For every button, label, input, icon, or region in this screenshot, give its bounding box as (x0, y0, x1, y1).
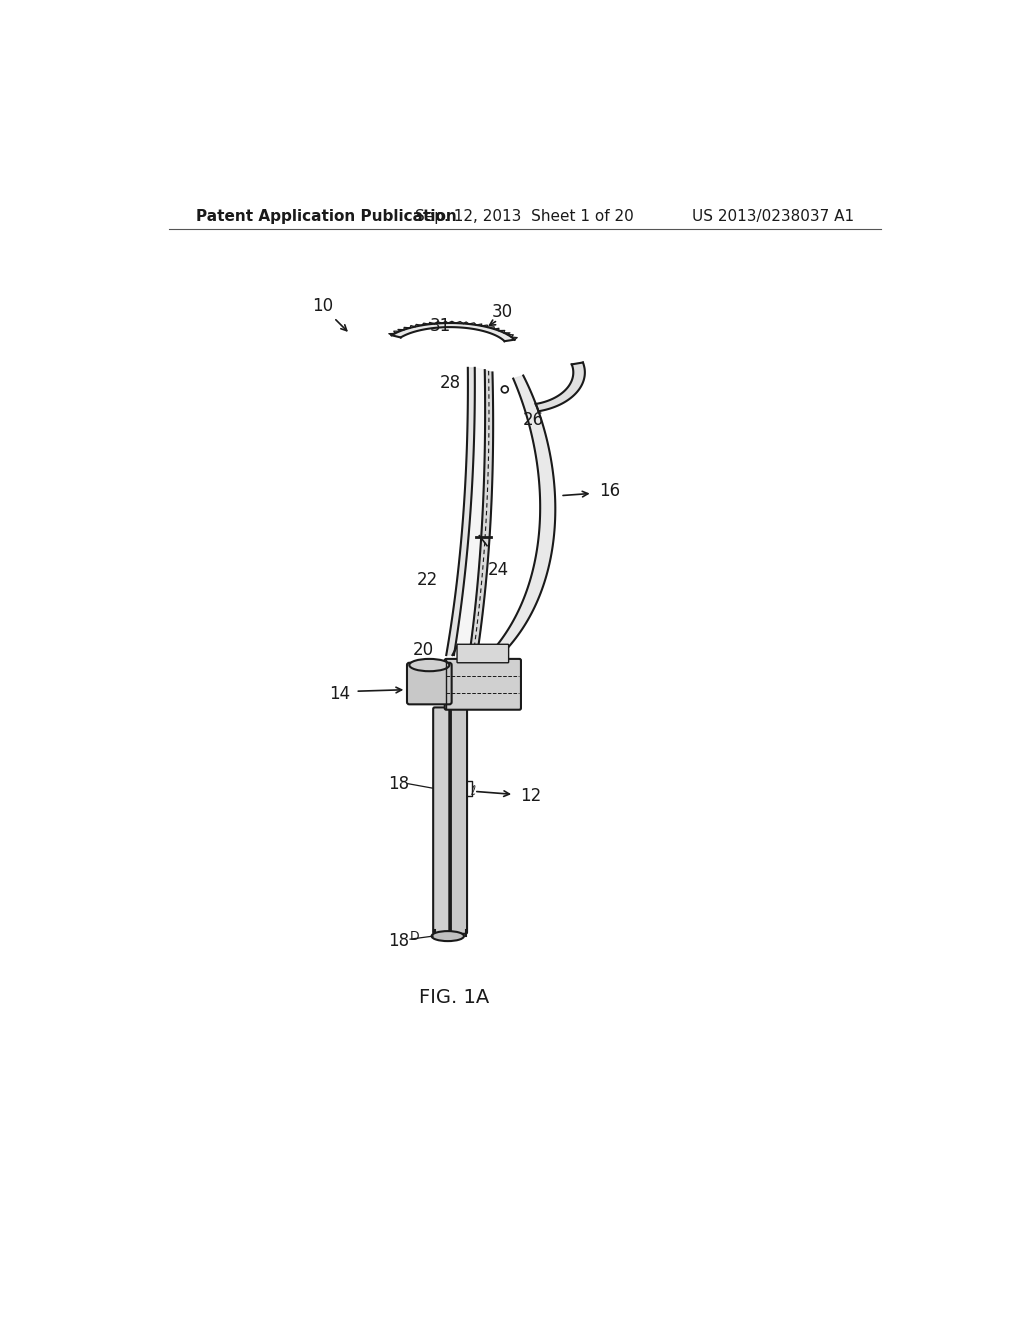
Polygon shape (536, 363, 585, 412)
Polygon shape (469, 370, 494, 655)
Text: 14: 14 (330, 685, 350, 702)
Ellipse shape (432, 931, 464, 941)
FancyBboxPatch shape (444, 659, 521, 710)
FancyBboxPatch shape (433, 708, 450, 933)
Circle shape (502, 385, 508, 393)
Text: 28: 28 (439, 375, 461, 392)
Text: ℓ: ℓ (471, 785, 476, 797)
Text: 18: 18 (388, 775, 409, 792)
Polygon shape (391, 323, 514, 341)
Polygon shape (446, 368, 475, 655)
FancyBboxPatch shape (457, 644, 509, 663)
Polygon shape (454, 368, 485, 655)
Text: 10: 10 (312, 297, 334, 315)
Text: 30: 30 (492, 304, 513, 321)
Text: 12: 12 (520, 787, 542, 805)
Text: 18: 18 (388, 932, 409, 949)
FancyBboxPatch shape (407, 663, 452, 705)
Text: Patent Application Publication: Patent Application Publication (196, 209, 457, 223)
Text: D: D (410, 931, 419, 942)
Text: Sep. 12, 2013  Sheet 1 of 20: Sep. 12, 2013 Sheet 1 of 20 (416, 209, 634, 223)
FancyBboxPatch shape (451, 708, 467, 933)
Text: US 2013/0238037 A1: US 2013/0238037 A1 (692, 209, 854, 223)
Ellipse shape (410, 659, 450, 671)
Text: 24: 24 (488, 561, 509, 579)
Polygon shape (488, 376, 555, 657)
Text: 31: 31 (429, 317, 451, 335)
Text: 26: 26 (522, 412, 544, 429)
Text: 22: 22 (417, 572, 437, 589)
Text: 20: 20 (413, 640, 434, 659)
Text: 16: 16 (599, 482, 620, 500)
Text: FIG. 1A: FIG. 1A (419, 989, 489, 1007)
